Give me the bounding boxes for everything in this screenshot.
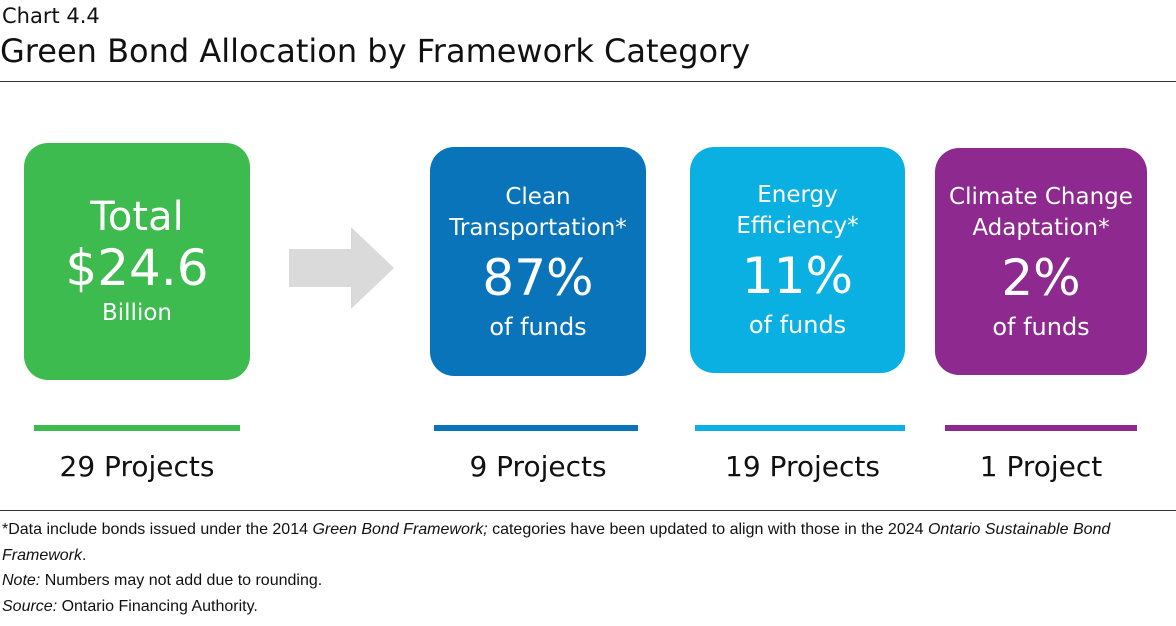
category-label: Transportation*	[449, 214, 627, 241]
arrow	[289, 227, 394, 309]
footnote-text: categories have been updated to align wi…	[487, 521, 928, 538]
category-label: Climate Change	[949, 183, 1133, 210]
rule	[0, 81, 1176, 82]
total-unit: Billion	[102, 299, 172, 326]
note-label: Note:	[2, 572, 41, 589]
category-card: Energy Efficiency* 11% of funds	[690, 147, 905, 373]
total-label: Total	[90, 193, 184, 240]
source-label: Source:	[2, 598, 58, 615]
project-count: 29 Projects	[59, 450, 215, 483]
source: Source: Ontario Financing Authority.	[2, 594, 1172, 620]
total-amount: $24.6	[65, 238, 209, 297]
divider-bar	[434, 425, 638, 431]
footnote: *Data include bonds issued under the 201…	[2, 517, 1172, 569]
footnote-text: Ontario Sustainable Bond Framework	[2, 521, 1111, 564]
project-count: 9 Projects	[469, 450, 607, 483]
title: Green Bond Allocation by Framework Categ…	[0, 32, 751, 70]
divider-bar	[34, 425, 240, 431]
note: Note: Numbers may not add due to roundin…	[2, 568, 1172, 594]
category-unit: of funds	[489, 312, 587, 341]
rule	[0, 510, 1176, 511]
category-label: Clean	[505, 183, 571, 210]
total-card: Total $24.6 Billion	[24, 143, 250, 380]
footnote-text: Green Bond Framework;	[312, 521, 488, 538]
project-count: 1 Project	[979, 450, 1103, 483]
note-text: Numbers may not add due to rounding.	[40, 572, 323, 589]
category-label: Energy	[757, 182, 838, 208]
category-share: 87%	[482, 248, 594, 307]
source-text: Ontario Financing Authority.	[57, 598, 258, 615]
category-unit: of funds	[748, 311, 847, 339]
category-card: Clean Transportation* 87% of funds	[430, 147, 646, 376]
footnote-text: .	[82, 547, 87, 564]
category-share: 11%	[741, 247, 854, 305]
footnote-text: *Data include bonds issued under the 201…	[2, 521, 313, 538]
category-label: Adaptation*	[972, 214, 1110, 241]
chart-number: Chart 4.4	[2, 4, 100, 28]
category-card: Climate Change Adaptation* 2% of funds	[935, 148, 1147, 375]
category-label: Efficiency*	[736, 213, 859, 239]
divider-bar	[695, 425, 905, 431]
project-count: 19 Projects	[725, 450, 880, 483]
divider-bar	[945, 425, 1137, 431]
category-share: 2%	[1001, 248, 1081, 307]
category-unit: of funds	[992, 312, 1090, 341]
